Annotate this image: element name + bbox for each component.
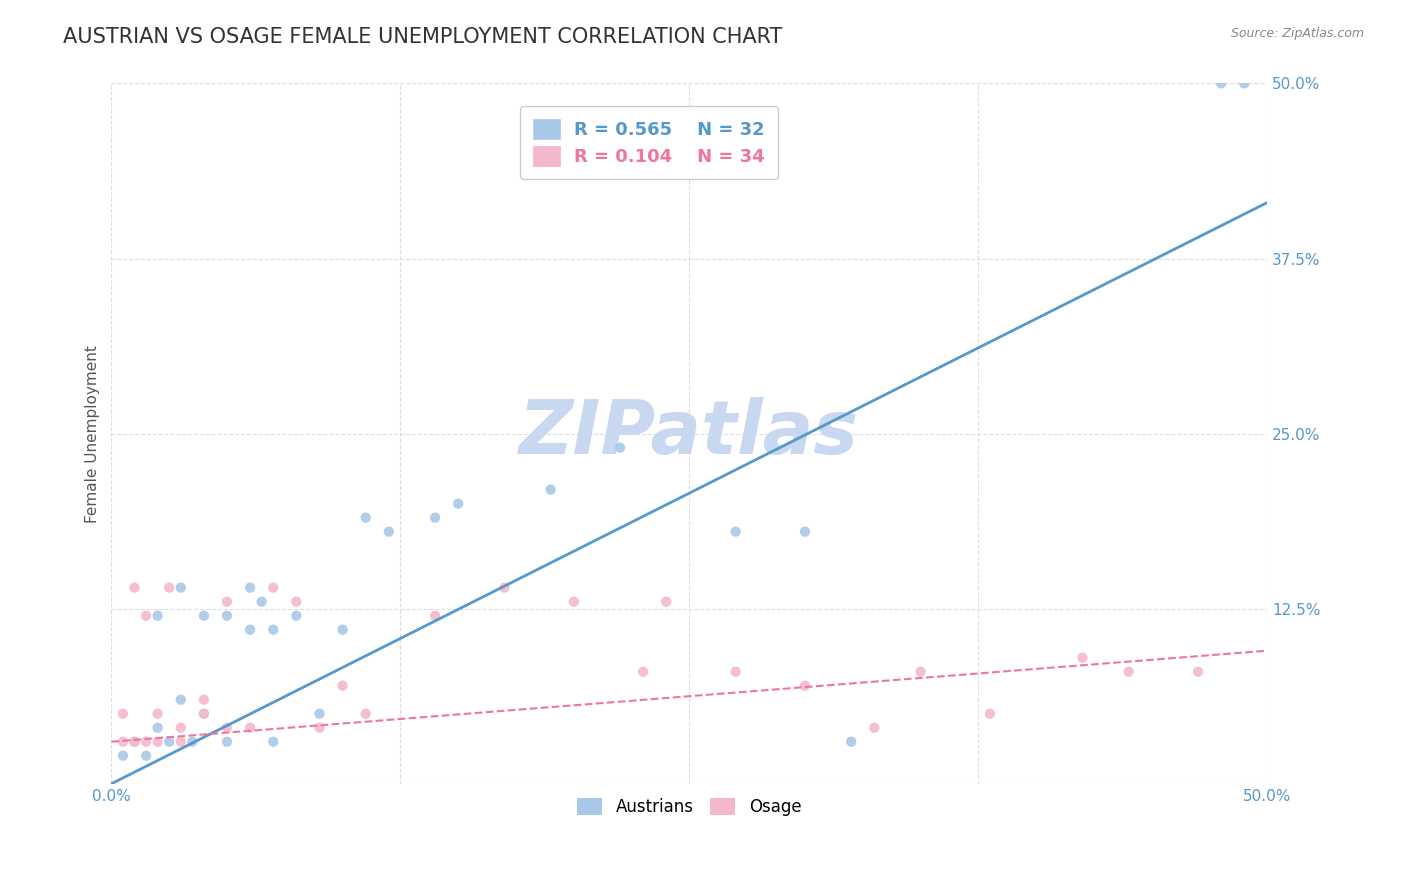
Text: Source: ZipAtlas.com: Source: ZipAtlas.com [1230, 27, 1364, 40]
Point [215, 721, 238, 735]
Y-axis label: Female Unemployment: Female Unemployment [86, 344, 100, 523]
Point [1209, 77, 1232, 91]
Point [423, 608, 446, 623]
Point [724, 524, 747, 539]
Point [157, 735, 180, 749]
Point [181, 735, 204, 749]
Point [124, 581, 146, 595]
Point [354, 706, 377, 721]
Point [262, 623, 284, 637]
Point [285, 608, 308, 623]
Point [239, 721, 262, 735]
Point [157, 581, 180, 595]
Point [111, 748, 134, 763]
Point [724, 665, 747, 679]
Point [111, 706, 134, 721]
Point [170, 692, 193, 706]
Point [170, 735, 193, 749]
Point [1233, 77, 1256, 91]
Point [262, 735, 284, 749]
Point [631, 665, 654, 679]
Point [794, 679, 817, 693]
Point [193, 608, 215, 623]
Point [655, 595, 678, 609]
Point [170, 721, 193, 735]
Point [308, 721, 330, 735]
Point [378, 524, 401, 539]
Point [910, 665, 932, 679]
Point [111, 735, 134, 749]
Point [215, 735, 238, 749]
Text: AUSTRIAN VS OSAGE FEMALE UNEMPLOYMENT CORRELATION CHART: AUSTRIAN VS OSAGE FEMALE UNEMPLOYMENT CO… [63, 27, 783, 46]
Point [1071, 650, 1094, 665]
Point [332, 623, 354, 637]
Point [262, 581, 284, 595]
Point [540, 483, 562, 497]
Point [794, 524, 817, 539]
Point [494, 581, 516, 595]
Point [146, 706, 169, 721]
Point [239, 623, 262, 637]
Point [562, 595, 585, 609]
Point [863, 721, 886, 735]
Point [146, 608, 169, 623]
Point [285, 595, 308, 609]
Point [124, 735, 146, 749]
Point [609, 441, 631, 455]
Point [1118, 665, 1140, 679]
Point [124, 735, 146, 749]
Point [170, 581, 193, 595]
Text: ZIPatlas: ZIPatlas [519, 397, 859, 470]
Legend: Austrians, Osage: Austrians, Osage [569, 789, 810, 824]
Point [146, 721, 169, 735]
Point [193, 706, 215, 721]
Point [146, 735, 169, 749]
Point [135, 608, 157, 623]
Point [135, 735, 157, 749]
Point [1187, 665, 1209, 679]
Point [193, 692, 215, 706]
Point [447, 497, 470, 511]
Point [239, 581, 262, 595]
Point [135, 748, 157, 763]
Point [215, 608, 238, 623]
Point [215, 595, 238, 609]
Point [354, 510, 377, 524]
Point [308, 706, 330, 721]
Point [250, 595, 273, 609]
Point [332, 679, 354, 693]
Point [839, 735, 862, 749]
Point [979, 706, 1001, 721]
Point [423, 510, 446, 524]
Point [193, 706, 215, 721]
